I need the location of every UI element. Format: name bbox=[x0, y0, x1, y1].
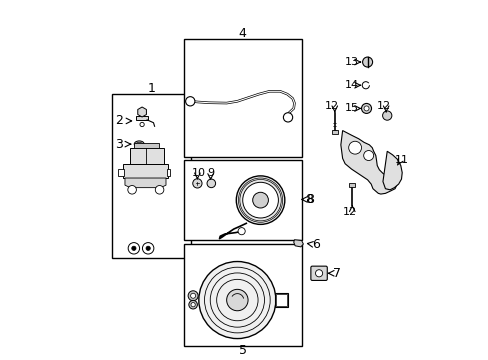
Circle shape bbox=[242, 182, 278, 218]
Bar bbox=[112, 94, 191, 258]
Text: 2: 2 bbox=[115, 114, 122, 127]
Circle shape bbox=[191, 302, 195, 307]
Circle shape bbox=[192, 179, 202, 188]
Text: 6: 6 bbox=[311, 238, 319, 251]
Text: 1: 1 bbox=[147, 82, 155, 95]
Text: 12: 12 bbox=[376, 100, 390, 111]
Circle shape bbox=[362, 57, 372, 67]
Polygon shape bbox=[382, 151, 402, 190]
Bar bbox=[331, 130, 337, 134]
Text: 14: 14 bbox=[344, 80, 358, 90]
Polygon shape bbox=[340, 131, 396, 194]
Circle shape bbox=[142, 243, 154, 254]
Text: 8: 8 bbox=[305, 193, 313, 206]
Text: 12: 12 bbox=[342, 207, 356, 217]
Circle shape bbox=[127, 185, 136, 194]
Bar bbox=[183, 244, 301, 346]
Text: 7: 7 bbox=[333, 267, 341, 280]
Circle shape bbox=[199, 261, 275, 339]
Circle shape bbox=[382, 111, 391, 120]
Circle shape bbox=[188, 291, 198, 301]
Circle shape bbox=[226, 289, 247, 311]
Circle shape bbox=[140, 122, 144, 127]
Circle shape bbox=[283, 113, 292, 122]
Polygon shape bbox=[138, 107, 146, 117]
Bar bbox=[129, 148, 163, 164]
Circle shape bbox=[131, 246, 136, 251]
Circle shape bbox=[188, 300, 197, 309]
Ellipse shape bbox=[134, 141, 144, 147]
Bar bbox=[276, 294, 286, 306]
Circle shape bbox=[146, 246, 150, 251]
Text: 13: 13 bbox=[344, 57, 358, 67]
Circle shape bbox=[252, 192, 268, 208]
Polygon shape bbox=[136, 116, 148, 120]
Bar bbox=[274, 293, 288, 307]
Text: 5: 5 bbox=[238, 344, 246, 357]
Text: 9: 9 bbox=[206, 168, 214, 178]
Text: 8: 8 bbox=[304, 193, 312, 206]
Circle shape bbox=[315, 270, 322, 277]
Text: 4: 4 bbox=[238, 27, 246, 40]
Bar bbox=[349, 183, 354, 187]
Circle shape bbox=[361, 103, 371, 113]
Bar bbox=[134, 143, 159, 148]
Circle shape bbox=[348, 141, 361, 154]
Circle shape bbox=[236, 176, 284, 224]
Polygon shape bbox=[293, 240, 303, 247]
Circle shape bbox=[362, 82, 368, 89]
Text: 11: 11 bbox=[394, 155, 407, 165]
Text: 10: 10 bbox=[191, 168, 205, 178]
Bar bbox=[166, 169, 170, 176]
Circle shape bbox=[185, 96, 195, 106]
Bar bbox=[118, 169, 124, 176]
Bar bbox=[183, 160, 301, 240]
Circle shape bbox=[238, 228, 244, 235]
Text: 12: 12 bbox=[325, 100, 339, 111]
Bar bbox=[123, 164, 167, 178]
Text: 3: 3 bbox=[115, 138, 122, 150]
Circle shape bbox=[128, 243, 139, 254]
Bar bbox=[183, 39, 301, 157]
FancyBboxPatch shape bbox=[310, 266, 326, 280]
Text: 15: 15 bbox=[344, 103, 358, 113]
Circle shape bbox=[363, 106, 368, 111]
Polygon shape bbox=[125, 178, 165, 188]
Circle shape bbox=[206, 179, 215, 188]
Ellipse shape bbox=[136, 142, 142, 146]
Circle shape bbox=[363, 150, 373, 161]
Circle shape bbox=[190, 293, 195, 298]
Circle shape bbox=[155, 185, 163, 194]
